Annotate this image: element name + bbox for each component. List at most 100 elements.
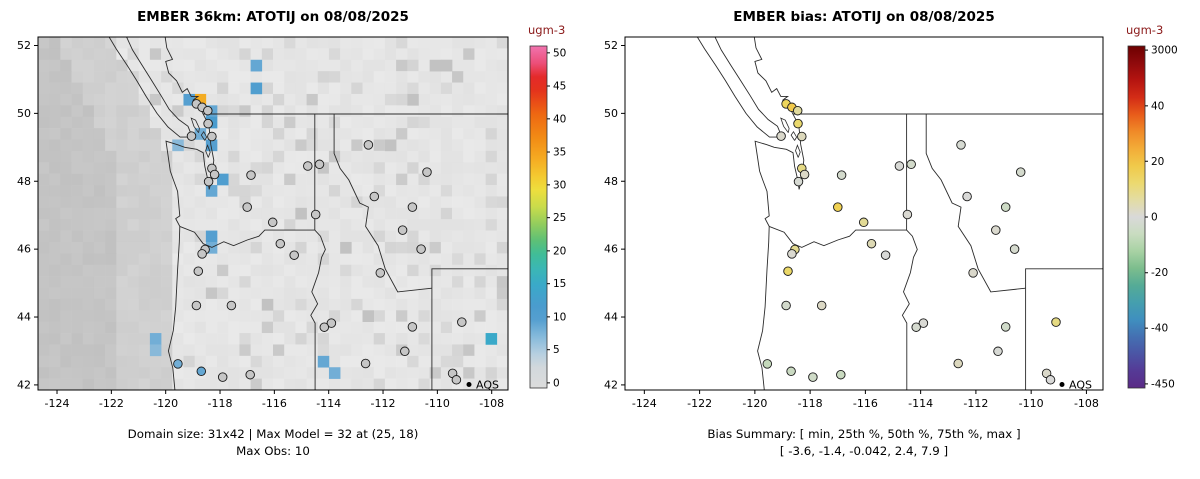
raster-cell	[71, 219, 84, 231]
raster-cell	[485, 287, 498, 300]
raster-cell	[351, 59, 363, 72]
raster-cell	[496, 367, 508, 379]
raster-cell	[172, 196, 184, 209]
raster-cell	[418, 367, 430, 379]
raster-cell	[205, 219, 218, 231]
raster-cell	[452, 241, 464, 254]
raster-dark-cell	[340, 241, 352, 254]
raster-cell	[306, 139, 319, 152]
raster-cell	[384, 48, 397, 61]
raster-cell	[306, 59, 319, 72]
raster-cell	[362, 173, 375, 186]
raster-cell	[205, 298, 218, 311]
raster-cell	[105, 196, 117, 209]
raster-cell	[328, 37, 341, 49]
raster-cell	[340, 150, 352, 163]
raster-cell	[116, 298, 128, 311]
obs-station-marker	[203, 105, 213, 116]
raster-cell	[284, 264, 296, 277]
raster-cell	[82, 264, 95, 277]
raster-cell	[418, 287, 430, 300]
y-tick-label: 50	[604, 107, 618, 120]
raster-cell	[172, 230, 184, 243]
left-caption-line2: Max Obs: 10	[236, 444, 310, 458]
raster-cell	[93, 162, 106, 174]
raster-cell	[317, 264, 330, 277]
raster-cell	[284, 173, 296, 186]
raster-cell	[362, 196, 375, 209]
raster-cell	[284, 298, 296, 311]
raster-cell	[452, 276, 464, 288]
obs-station-marker	[416, 244, 426, 254]
raster-cell	[217, 105, 229, 118]
raster-cell	[452, 298, 464, 311]
raster-cell	[261, 230, 274, 243]
raster-cell	[60, 82, 72, 95]
raster-cell	[172, 128, 184, 140]
raster-cell	[194, 287, 207, 300]
raster-cell	[183, 59, 195, 72]
raster-cell	[116, 139, 128, 152]
raster-cell	[93, 71, 106, 83]
raster-cell	[384, 276, 397, 288]
x-tick-label: -114	[908, 397, 933, 410]
raster-cell	[149, 287, 162, 300]
raster-cell	[429, 264, 442, 277]
raster-cell	[138, 355, 151, 368]
aqs-label: AQS	[476, 379, 499, 392]
colorbar-tick-label: 20	[553, 245, 566, 257]
raster-cell	[396, 287, 408, 300]
raster-cell	[463, 48, 475, 61]
raster-cell	[261, 59, 274, 72]
raster-cell	[261, 344, 274, 357]
raster-cell	[373, 150, 386, 163]
raster-cell	[239, 185, 251, 197]
raster-cell	[228, 139, 240, 152]
raster-cell	[38, 185, 50, 197]
raster-cell	[418, 298, 430, 311]
raster-cell	[340, 355, 352, 368]
raster-cell	[317, 344, 330, 357]
raster-cell	[485, 367, 498, 379]
raster-cell	[38, 116, 50, 129]
raster-cell	[418, 150, 430, 163]
obs-station-marker	[326, 318, 337, 328]
colorbar-tick-label: 40	[1151, 100, 1164, 112]
raster-cell	[284, 333, 296, 345]
obs-station-marker	[193, 266, 204, 276]
raster-cell	[239, 333, 251, 345]
left-aqs-legend: AQS	[466, 379, 499, 392]
raster-cell	[429, 219, 442, 231]
raster-cell	[362, 276, 375, 288]
raster-cell	[261, 93, 274, 106]
raster-cell	[452, 185, 464, 197]
raster-cell	[71, 298, 84, 311]
raster-cell	[284, 378, 296, 390]
raster-cell	[496, 128, 508, 140]
raster-cell	[284, 367, 296, 379]
raster-cell	[295, 93, 307, 106]
raster-cell	[38, 162, 50, 174]
raster-cell	[340, 287, 352, 300]
raster-cell	[217, 333, 229, 345]
raster-cell	[71, 367, 84, 379]
raster-cell	[496, 37, 508, 49]
raster-cell	[127, 71, 140, 83]
raster-cell	[93, 93, 106, 106]
raster-cell	[396, 116, 408, 129]
raster-cell	[362, 150, 375, 163]
raster-cell	[295, 162, 307, 174]
raster-cell	[373, 367, 386, 379]
raster-cell	[373, 116, 386, 129]
raster-cell	[71, 48, 84, 61]
raster-cell	[351, 196, 363, 209]
raster-cell	[418, 310, 430, 322]
raster-cell	[429, 230, 442, 243]
raster-cell	[194, 37, 207, 49]
raster-cell	[340, 82, 352, 95]
raster-cell	[228, 310, 240, 322]
raster-cell	[82, 253, 95, 266]
raster-cell	[239, 48, 251, 61]
raster-cell	[149, 241, 162, 254]
